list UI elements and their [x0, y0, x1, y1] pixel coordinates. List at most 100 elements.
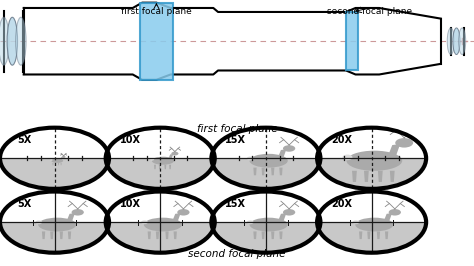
Wedge shape — [212, 222, 319, 252]
Text: second focal plane: second focal plane — [188, 249, 286, 259]
Polygon shape — [367, 231, 371, 239]
Circle shape — [211, 192, 320, 253]
Ellipse shape — [353, 220, 359, 224]
Polygon shape — [364, 171, 369, 182]
Polygon shape — [61, 163, 62, 165]
Ellipse shape — [458, 28, 465, 55]
Wedge shape — [1, 158, 108, 188]
Polygon shape — [253, 168, 256, 175]
Ellipse shape — [343, 155, 353, 160]
Wedge shape — [212, 158, 319, 188]
Polygon shape — [154, 165, 156, 169]
Wedge shape — [107, 222, 214, 252]
Circle shape — [0, 192, 109, 253]
Ellipse shape — [36, 220, 42, 224]
Polygon shape — [156, 231, 159, 239]
Ellipse shape — [247, 156, 254, 160]
Ellipse shape — [249, 218, 288, 231]
Polygon shape — [384, 213, 392, 221]
Polygon shape — [262, 168, 265, 175]
Polygon shape — [159, 165, 161, 169]
FancyBboxPatch shape — [140, 3, 173, 80]
Polygon shape — [55, 163, 56, 165]
Polygon shape — [271, 168, 274, 175]
FancyBboxPatch shape — [346, 12, 358, 70]
Text: 15X: 15X — [226, 135, 246, 145]
Ellipse shape — [395, 138, 413, 148]
Ellipse shape — [389, 209, 401, 215]
Text: first focal plane: first focal plane — [121, 7, 192, 16]
Polygon shape — [53, 163, 54, 165]
Wedge shape — [318, 222, 425, 252]
Text: 20X: 20X — [331, 135, 352, 145]
Ellipse shape — [38, 218, 76, 231]
Polygon shape — [278, 149, 286, 157]
Ellipse shape — [283, 209, 295, 215]
Polygon shape — [262, 231, 265, 239]
Polygon shape — [42, 231, 45, 239]
Ellipse shape — [152, 157, 174, 165]
Circle shape — [317, 192, 426, 253]
Text: 5X: 5X — [18, 199, 32, 209]
Polygon shape — [50, 231, 54, 239]
Polygon shape — [253, 231, 256, 239]
Polygon shape — [378, 171, 383, 182]
Ellipse shape — [453, 28, 460, 55]
Circle shape — [106, 128, 215, 189]
Text: 15X: 15X — [226, 199, 246, 209]
Ellipse shape — [247, 220, 254, 224]
Polygon shape — [173, 213, 181, 221]
Ellipse shape — [177, 209, 190, 215]
Ellipse shape — [141, 220, 148, 224]
Ellipse shape — [249, 154, 288, 168]
Wedge shape — [107, 158, 214, 188]
Ellipse shape — [62, 156, 65, 158]
Ellipse shape — [346, 151, 402, 171]
Polygon shape — [173, 231, 177, 239]
Ellipse shape — [16, 17, 26, 65]
Polygon shape — [385, 231, 388, 239]
Ellipse shape — [283, 145, 295, 152]
Polygon shape — [352, 171, 357, 182]
Polygon shape — [388, 144, 400, 155]
Text: 5X: 5X — [18, 135, 32, 145]
Ellipse shape — [355, 218, 393, 231]
Polygon shape — [169, 154, 173, 159]
Text: 10X: 10X — [120, 199, 141, 209]
Text: second focal plane: second focal plane — [327, 7, 412, 16]
Text: 10X: 10X — [120, 135, 141, 145]
Polygon shape — [147, 231, 151, 239]
Ellipse shape — [7, 17, 18, 65]
Polygon shape — [359, 231, 362, 239]
Circle shape — [211, 128, 320, 189]
Polygon shape — [68, 231, 71, 239]
Ellipse shape — [144, 218, 182, 231]
Circle shape — [106, 192, 215, 253]
Polygon shape — [279, 168, 283, 175]
Ellipse shape — [50, 159, 53, 161]
Ellipse shape — [72, 209, 84, 215]
Ellipse shape — [51, 159, 63, 163]
Polygon shape — [164, 165, 166, 169]
Polygon shape — [60, 231, 63, 239]
Circle shape — [0, 128, 109, 189]
Polygon shape — [60, 157, 63, 160]
Polygon shape — [278, 213, 286, 221]
Ellipse shape — [171, 152, 179, 155]
Text: 20X: 20X — [331, 199, 352, 209]
Wedge shape — [1, 222, 108, 252]
Circle shape — [317, 128, 426, 189]
Polygon shape — [279, 231, 283, 239]
Ellipse shape — [150, 158, 154, 160]
Polygon shape — [377, 231, 380, 239]
Polygon shape — [58, 163, 59, 165]
Ellipse shape — [447, 28, 454, 55]
Text: first focal plane: first focal plane — [197, 124, 277, 134]
Polygon shape — [390, 171, 395, 182]
Polygon shape — [271, 231, 274, 239]
Polygon shape — [165, 231, 169, 239]
Polygon shape — [24, 3, 441, 80]
Ellipse shape — [0, 17, 9, 65]
Wedge shape — [318, 158, 425, 188]
Polygon shape — [67, 213, 75, 221]
